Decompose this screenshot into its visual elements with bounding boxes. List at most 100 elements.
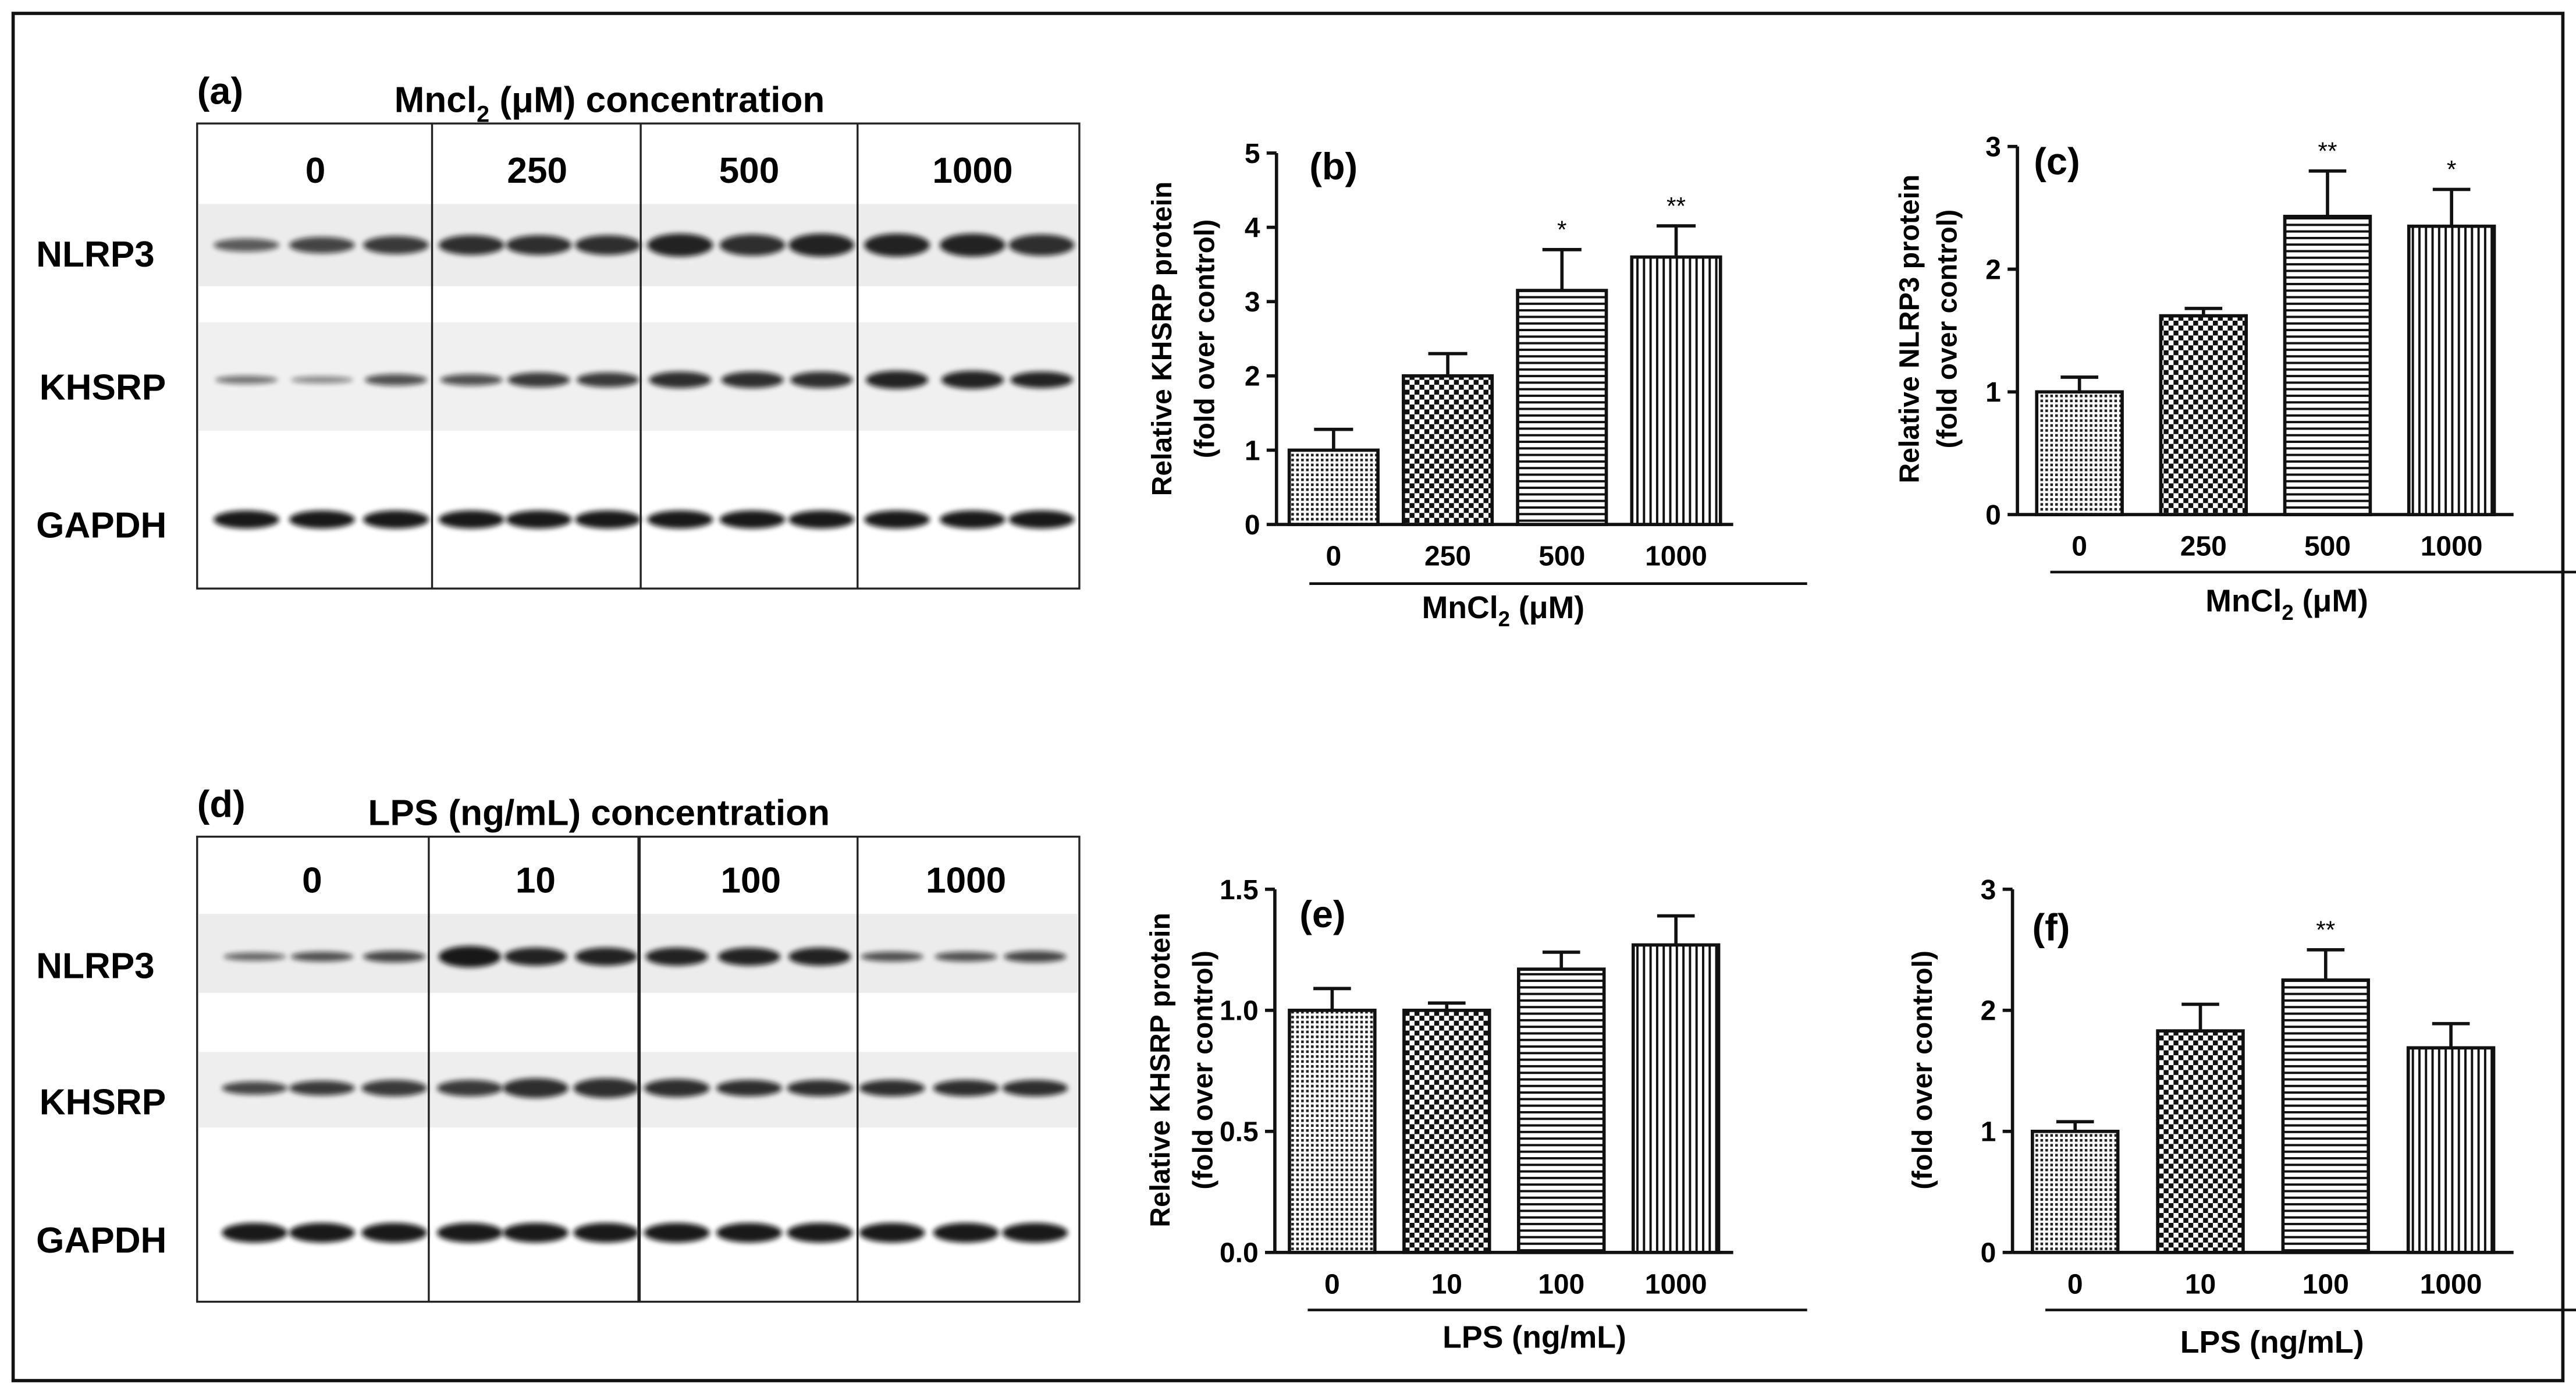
blot-d-band-gapdh-9	[787, 1222, 853, 1243]
chart-e: 0.0 0.5 1.0 1.5 0 10 100 1000 LPS (ng/mL) Relativ…	[1145, 875, 1807, 1355]
panel-letter-b: (b)	[1309, 145, 1358, 187]
chart-b-y-label-line2: (fold over control)	[1189, 219, 1220, 459]
chart-c-x-label-sub: 2	[2282, 601, 2293, 625]
blot-a-band-khsrp-11	[941, 371, 1004, 389]
blot-d-band-gapdh-12	[1002, 1222, 1068, 1243]
blot-a-band-gapdh-5	[506, 510, 572, 529]
blot-d-band-gapdh-5	[502, 1222, 569, 1243]
blot-a-title-suffix: (μM) concentration	[489, 80, 825, 120]
blot-d-row-gapdh: GAPDH	[36, 1221, 166, 1261]
chart-b-x-tick-label: 0	[1326, 541, 1342, 572]
blot-panel-d: (d) LPS (ng/mL) concentration 0 10 100 1…	[36, 783, 1081, 1303]
chart-c-y-tick-label: 0	[1985, 500, 2001, 531]
blot-a-band-gapdh-9	[788, 510, 855, 529]
chart-b-y-tick-label: 1	[1245, 435, 1260, 466]
blot-d-lane-10: 10	[516, 860, 556, 900]
blot-d-band-nlrp3-4	[438, 946, 502, 967]
chart-e-x-tick-label: 100	[1538, 1269, 1584, 1300]
chart-c-bar-0	[2035, 390, 2124, 516]
chart-e-y-tick-label: 0.5	[1220, 1117, 1259, 1148]
chart-b-x-tick-label: 1000	[1645, 541, 1707, 572]
chart-e-bar-100	[1517, 967, 1606, 1254]
blot-a-bands	[214, 233, 1075, 529]
chart-e-bar-0	[1288, 1008, 1377, 1254]
blot-a-band-khsrp-7	[649, 371, 712, 388]
blot-d-band-nlrp3-8	[717, 948, 781, 966]
blot-a-lane-1000: 1000	[932, 151, 1012, 191]
chart-c-x-tick-label: 500	[2304, 531, 2351, 562]
blot-d-band-nlrp3-1	[223, 952, 286, 961]
chart-e-y-tick-label: 0.0	[1220, 1238, 1259, 1269]
blot-a-band-khsrp-12	[1010, 371, 1073, 388]
chart-c-bar-250	[2159, 314, 2248, 516]
chart-f: 0 1 2 3 0 10 ** 100 1000 LPS (ng/mL) (fold over co…	[1907, 875, 2576, 1360]
blot-d-band-khsrp-7	[644, 1079, 710, 1097]
blot-a-band-khsrp-10	[865, 371, 929, 389]
chart-b-y-tick-label: 0	[1245, 510, 1260, 541]
blot-d-band-nlrp3-5	[504, 948, 567, 966]
blot-d-bands	[222, 946, 1068, 1243]
chart-c-y-tick-label: 1	[1985, 377, 2001, 408]
chart-c-x-label-prefix: MnCl	[2205, 584, 2282, 619]
blot-d-lane-100: 100	[720, 860, 781, 900]
blot-d-band-nlrp3-3	[363, 950, 426, 963]
blot-d-band-khsrp-10	[859, 1080, 925, 1097]
chart-c-bar-500	[2283, 215, 2372, 516]
chart-f-y-tick-label: 1	[1981, 1117, 1996, 1148]
chart-f-x-label: LPS (ng/mL)	[2180, 1325, 2364, 1360]
blot-d-band-khsrp-8	[716, 1080, 782, 1097]
chart-b-bar-1000	[1630, 255, 1722, 526]
blot-d-band-gapdh-7	[644, 1222, 710, 1243]
chart-f-x-tick-label: 100	[2303, 1269, 2349, 1300]
chart-c-x-label: MnCl2 (μM)	[2205, 584, 2368, 625]
chart-b-significance: *	[1557, 216, 1566, 243]
panel-letter-d: (d)	[197, 783, 246, 825]
blot-d-band-gapdh-1	[222, 1222, 288, 1243]
blot-a-band-nlrp3-7	[647, 233, 713, 257]
blot-d-band-khsrp-2	[289, 1080, 355, 1096]
chart-e-x-label-prefix: LPS (ng/mL)	[1442, 1320, 1626, 1355]
chart-f-x-tick-label: 10	[2185, 1269, 2216, 1300]
chart-e-x-label: LPS (ng/mL)	[1442, 1320, 1626, 1355]
chart-f-y-tick-label: 2	[1981, 996, 1996, 1027]
blot-d-band-gapdh-8	[716, 1222, 782, 1243]
chart-b-x-label: MnCl2 (μM)	[1422, 590, 1585, 631]
blot-a-band-nlrp3-2	[289, 236, 355, 254]
blot-d-band-nlrp3-12	[1004, 950, 1067, 963]
blot-a-band-nlrp3-9	[788, 233, 855, 257]
panel-letter-f: (f)	[2032, 906, 2070, 948]
chart-b-y-tick-label: 4	[1245, 213, 1260, 244]
blot-a-band-khsrp-8	[721, 371, 784, 388]
blot-a-band-nlrp3-12	[1008, 234, 1075, 256]
blot-a-band-khsrp-3	[364, 374, 428, 386]
blot-d-band-khsrp-9	[787, 1080, 853, 1097]
blot-a-band-khsrp-1	[215, 375, 278, 384]
chart-f-bar-0	[2031, 1129, 2120, 1254]
blot-a-band-gapdh-1	[214, 510, 279, 529]
blot-d-band-gapdh-10	[859, 1222, 925, 1243]
blot-d-title: LPS (ng/mL) concentration	[368, 793, 830, 833]
chart-e-y-label-line1: Relative KHSRP protein	[1145, 913, 1176, 1227]
blot-a-band-gapdh-11	[939, 510, 1005, 529]
blot-a-band-gapdh-3	[363, 510, 429, 529]
blot-a-band-nlrp3-10	[864, 233, 930, 257]
blot-d-band-nlrp3-7	[645, 948, 708, 966]
blot-a-band-khsrp-9	[790, 371, 853, 388]
blot-a-band-nlrp3-3	[363, 236, 429, 254]
blot-d-band-gapdh-11	[933, 1222, 999, 1243]
blot-d-band-gapdh-4	[437, 1222, 503, 1243]
chart-e-bar-10	[1402, 1008, 1491, 1254]
blot-a-title-prefix: Mncl	[395, 80, 477, 120]
chart-b-bar-500	[1516, 289, 1608, 526]
chart-c-x-label-suffix: (μM)	[2294, 584, 2368, 619]
chart-b-x-tick-label: 500	[1539, 541, 1585, 572]
chart-f-significance: **	[2316, 916, 2335, 943]
blot-a-band-nlrp3-11	[939, 233, 1005, 257]
blot-a-row-gapdh: GAPDH	[36, 506, 166, 546]
chart-c-significance: **	[2318, 137, 2337, 165]
blot-a-band-gapdh-7	[647, 510, 713, 529]
chart-b-bar-0	[1287, 448, 1380, 526]
